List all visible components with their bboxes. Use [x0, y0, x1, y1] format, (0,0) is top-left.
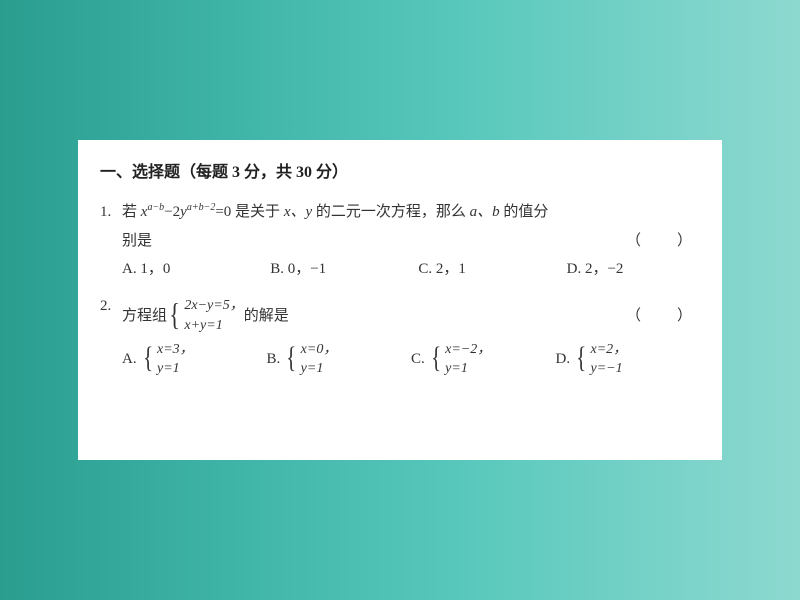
q1-yvar: y: [180, 204, 187, 220]
q1-ysup: a+b−2: [187, 202, 216, 213]
q2-b-sys: { x=0， y=1: [284, 340, 337, 379]
q1-post2: 的二元一次方程，那么: [312, 204, 470, 220]
q1-opt-c[interactable]: C. 2，1: [418, 255, 566, 284]
q2-post: 的解是: [244, 302, 289, 331]
q1-line2-text: 别是: [122, 233, 152, 249]
q2-a-sys: { x=3， y=1: [141, 340, 194, 379]
q2-a-rows: x=3， y=1: [157, 340, 194, 379]
q1-line2: 别是 （ ）: [100, 227, 700, 256]
q2-sys-rows: 2x−y=5， x+y=1: [184, 296, 243, 335]
q1-eq: =0: [215, 204, 231, 220]
q2-d-rows: x=2， y=−1: [591, 340, 628, 379]
q1-ab: a、b: [470, 204, 500, 220]
q2-options: A. { x=3， y=1 B. { x=0，: [100, 340, 700, 379]
q2-answer-paren: （ ）: [626, 302, 700, 331]
q2-b-rows: x=0， y=1: [301, 340, 338, 379]
q2-system: { 2x−y=5， x+y=1: [167, 296, 244, 335]
q2-c-lbl: C.: [411, 345, 425, 374]
brace-icon: {: [169, 302, 180, 328]
q1-post3: 的值分: [500, 204, 549, 220]
q1-pre: 若: [122, 204, 141, 220]
background: 一、选择题（每题 3 分，共 30 分） 1. 若 xa−b−2ya+b−2=0…: [0, 0, 800, 600]
q2-c-r2: y=1: [445, 359, 491, 379]
q2-c-r1: x=−2，: [445, 340, 491, 360]
q1-options: A. 1，0 B. 0，−1 C. 2，1 D. 2，−2: [100, 255, 700, 284]
q2-sys-r2: x+y=1: [184, 316, 243, 336]
q2-b-r2: y=1: [301, 359, 338, 379]
q1-xsup: a−b: [147, 202, 164, 213]
q2-b-lbl: B.: [267, 345, 281, 374]
brace-icon: {: [143, 346, 153, 370]
header-prefix: 一、选择题（每题: [100, 164, 232, 181]
q1-opt-a[interactable]: A. 1，0: [122, 255, 270, 284]
q2-d-sys: { x=2， y=−1: [574, 340, 627, 379]
q2-stem: 2. 方程组 { 2x−y=5， x+y=1 的解是 （ ）: [100, 292, 700, 340]
q2-opt-b[interactable]: B. { x=0， y=1: [267, 340, 412, 379]
q2-opt-a[interactable]: A. { x=3， y=1: [122, 340, 267, 379]
q2-number: 2.: [100, 292, 111, 321]
q2-a-lbl: A.: [122, 345, 137, 374]
brace-icon: {: [286, 346, 296, 370]
q2-sys-r1: 2x−y=5，: [184, 296, 243, 316]
q2-a-r1: x=3，: [157, 340, 194, 360]
q1-mid: −2: [164, 204, 180, 220]
q2-d-r1: x=2，: [591, 340, 628, 360]
q1-vars: x、y: [284, 204, 312, 220]
q1-post: 是关于: [231, 204, 284, 220]
q1-line1: 1. 若 xa−b−2ya+b−2=0 是关于 x、y 的二元一次方程，那么 a…: [100, 198, 700, 227]
q2-d-r2: y=−1: [591, 359, 628, 379]
question-2: 2. 方程组 { 2x−y=5， x+y=1 的解是 （ ） A. {: [100, 292, 700, 379]
q2-c-sys: { x=−2， y=1: [429, 340, 492, 379]
q2-opt-c[interactable]: C. { x=−2， y=1: [411, 340, 556, 379]
q1-answer-paren: （ ）: [626, 227, 700, 256]
q2-a-r2: y=1: [157, 359, 194, 379]
q2-pre: 方程组: [122, 302, 167, 331]
section-header: 一、选择题（每题 3 分，共 30 分）: [100, 158, 700, 188]
brace-icon: {: [431, 346, 441, 370]
q1-opt-b[interactable]: B. 0，−1: [270, 255, 418, 284]
q2-opt-d[interactable]: D. { x=2， y=−1: [556, 340, 701, 379]
exam-paper: 一、选择题（每题 3 分，共 30 分） 1. 若 xa−b−2ya+b−2=0…: [78, 140, 722, 460]
header-per: 3: [232, 164, 240, 181]
q2-d-lbl: D.: [556, 345, 571, 374]
header-mid: 分，共: [240, 164, 296, 181]
header-total: 30: [296, 164, 312, 181]
q2-b-r1: x=0，: [301, 340, 338, 360]
q1-opt-d[interactable]: D. 2，−2: [567, 255, 700, 284]
brace-icon: {: [576, 346, 586, 370]
q2-c-rows: x=−2， y=1: [445, 340, 491, 379]
header-suffix: 分）: [312, 164, 348, 181]
question-1: 1. 若 xa−b−2ya+b−2=0 是关于 x、y 的二元一次方程，那么 a…: [100, 198, 700, 284]
q1-number: 1.: [100, 198, 111, 227]
